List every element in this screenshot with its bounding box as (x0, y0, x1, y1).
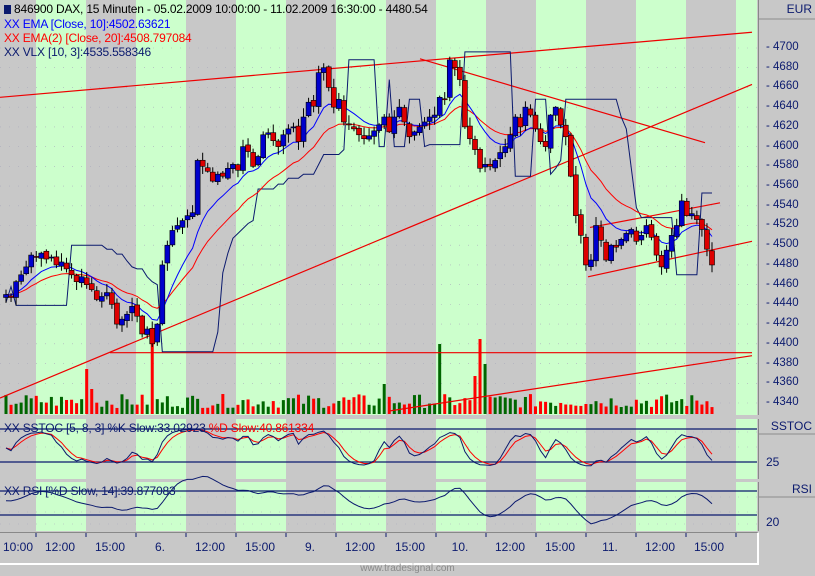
time-axis[interactable] (0, 532, 759, 565)
price-axis-header: EUR (759, 0, 815, 20)
sstoc-axis-header: SSTOC (759, 419, 815, 435)
time-label: 10:00 (2, 540, 34, 554)
sstoc-tick: 25 (766, 455, 780, 469)
price-tick-label: - 4620 (766, 119, 799, 132)
price-axis[interactable]: EUR (758, 0, 815, 415)
sstoc-title: SSTOC (770, 419, 812, 433)
time-label: 12:00 (494, 540, 526, 554)
price-tick-label: - 4420 (766, 317, 799, 330)
time-label: 15:00 (544, 540, 576, 554)
sstoc-k-label: XX SSTOC [5, 8, 3] %K Slow:33.02923 (4, 421, 206, 435)
volume-bars (4, 339, 714, 414)
time-label: 6. (154, 540, 166, 554)
sstoc-legend[interactable]: XX SSTOC [5, 8, 3] %K Slow:33.02923 %D S… (4, 421, 314, 435)
time-label: 12:00 (644, 540, 676, 554)
time-label: 15:00 (693, 540, 725, 554)
legend-ema20[interactable]: XX EMA(2) [Close, 20]:4508.797084 (4, 31, 192, 45)
price-tick-label: - 4480 (766, 257, 799, 270)
sstoc-axis[interactable]: SSTOC 25 (758, 419, 815, 479)
oscillators (0, 428, 757, 525)
price-tick-label: - 4680 (766, 60, 799, 73)
legend-ema10[interactable]: XX EMA [Close, 10]:4502.63621 (4, 17, 171, 31)
rsi-axis-header: RSI (759, 482, 815, 498)
time-label: 11. (602, 540, 618, 554)
price-tick-label: - 4560 (766, 179, 799, 192)
time-label: 12:00 (194, 540, 226, 554)
time-label: 10. (451, 540, 469, 554)
price-tick-label: - 4580 (766, 159, 799, 172)
price-tick-label: - 4400 (766, 336, 799, 349)
price-tick-label: - 4660 (766, 80, 799, 93)
time-label: 15:00 (94, 540, 126, 554)
footer-watermark: www.tradesignal.com (360, 563, 455, 574)
price-tick-label: - 4520 (766, 218, 799, 231)
time-label: 9. (304, 540, 316, 554)
candlesticks (3, 56, 715, 347)
time-label: 12:00 (44, 540, 76, 554)
price-tick-label: - 4500 (766, 238, 799, 251)
trend-lines (0, 31, 753, 412)
chart-title: 846900 DAX, 15 Minuten - 05.02.2009 10:0… (14, 2, 428, 16)
rsi-tick: 20 (766, 515, 780, 529)
price-tick-label: - 4380 (766, 356, 799, 369)
rsi-title: RSI (791, 482, 812, 496)
price-tick-label: - 4640 (766, 100, 799, 113)
price-tick-label: - 4600 (766, 139, 799, 152)
price-tick-label: - 4340 (766, 395, 799, 408)
rsi-legend[interactable]: XX RSI [%D Slow, 14]:39.877083 (4, 484, 176, 498)
price-tick-label: - 4460 (766, 277, 799, 290)
price-tick-label: - 4700 (766, 41, 799, 53)
price-tick-label: - 4540 (766, 198, 799, 211)
session-bands (36, 0, 757, 531)
time-label: 15:00 (244, 540, 276, 554)
price-tick-label: - 4440 (766, 297, 799, 310)
legend-vlx[interactable]: XX VLX [10, 3]:4535.558346 (4, 45, 151, 59)
chart-title-row: 846900 DAX, 15 Minuten - 05.02.2009 10:0… (4, 2, 428, 16)
sstoc-d-label: %D Slow:40.861334 (208, 421, 315, 435)
time-label: 15:00 (394, 540, 426, 554)
time-label: 12:00 (344, 540, 376, 554)
currency-label: EUR (786, 2, 812, 16)
rsi-axis[interactable]: RSI 20 (758, 482, 815, 531)
series-marker-icon[interactable] (4, 5, 11, 14)
price-tick-label: - 4360 (766, 376, 799, 389)
